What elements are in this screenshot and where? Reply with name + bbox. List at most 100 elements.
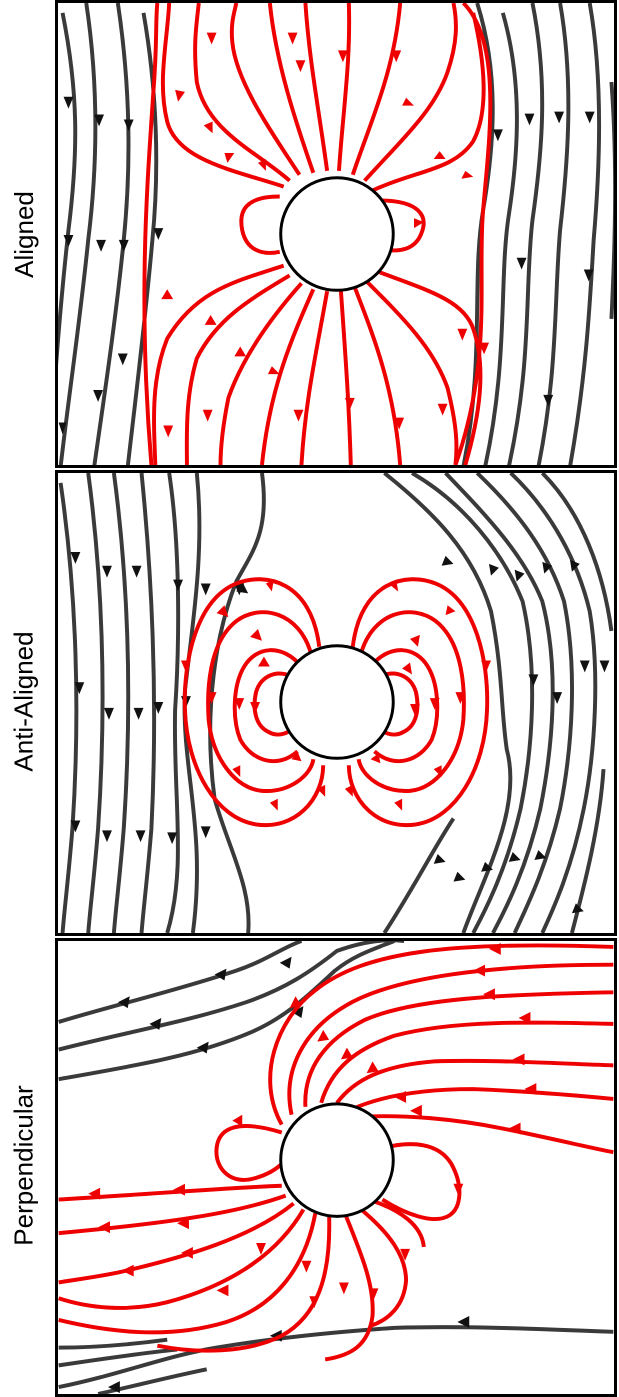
field-line-arrow-icon	[202, 409, 213, 422]
field-line-arrow-icon	[337, 50, 348, 63]
background-field-line	[444, 473, 555, 933]
field-line-arrow-icon	[528, 674, 539, 687]
magnetosphere-field-line	[287, 962, 614, 1116]
row-label-anti-aligned: Anti-Aligned	[0, 468, 48, 934]
magnetosphere-field-line	[252, 671, 295, 737]
field-line-arrow-icon	[258, 656, 270, 667]
planet-icon	[279, 1102, 395, 1218]
magnetosphere-field-line	[453, 3, 493, 465]
field-line-arrow-icon	[88, 1187, 101, 1200]
field-line-arrow-icon	[175, 89, 185, 102]
panel-title-anti-aligned: Anti-Aligned	[8, 630, 39, 772]
magnetosphere-field-line	[160, 3, 285, 189]
magnetosphere-field-line	[206, 610, 316, 793]
background-field-line	[58, 482, 79, 933]
field-lines-anti-aligned	[58, 473, 614, 933]
magnetosphere-field-line	[351, 1087, 614, 1111]
background-field-line	[165, 473, 181, 933]
background-field-line	[540, 473, 614, 632]
background-field-line	[97, 1367, 208, 1394]
background-field-line	[139, 473, 157, 933]
field-line-arrow-icon	[203, 121, 213, 134]
field-line-arrow-icon	[394, 798, 403, 811]
field-line-arrow-icon	[584, 111, 595, 124]
field-line-arrow-icon	[366, 1061, 379, 1074]
field-line-arrow-icon	[291, 1006, 304, 1018]
field-line-arrow-icon	[402, 97, 414, 106]
field-line-arrow-icon	[516, 257, 527, 270]
background-field-line	[411, 473, 535, 933]
field-line-arrow-icon	[135, 830, 146, 843]
field-line-arrow-icon	[177, 1217, 189, 1230]
background-field-line	[111, 473, 131, 933]
field-line-arrow-icon	[488, 942, 501, 955]
magnetosphere-field-line	[214, 1124, 286, 1182]
field-line-arrow-icon	[301, 1260, 312, 1273]
field-line-arrow-icon	[196, 1041, 209, 1054]
field-line-arrow-icon	[117, 353, 128, 366]
field-line-arrow-icon	[481, 861, 493, 872]
magnetosphere-field-line	[335, 1058, 614, 1105]
panel-title-perpendicular: Perpendicular	[8, 1085, 39, 1246]
field-line-arrow-icon	[200, 583, 211, 596]
field-line-arrow-icon	[121, 1264, 134, 1277]
magnetosphere-field-line	[142, 3, 160, 465]
field-line-arrow-icon	[256, 1243, 266, 1255]
field-line-arrow-icon	[340, 1047, 353, 1060]
field-line-arrow-icon	[309, 1296, 320, 1309]
field-line-arrow-icon	[250, 628, 262, 641]
background-field-line	[208, 473, 266, 933]
field-line-arrow-icon	[457, 1316, 470, 1328]
background-field-line	[536, 3, 571, 465]
field-line-arrow-icon	[542, 561, 553, 574]
field-line-arrow-icon	[108, 1381, 120, 1394]
field-line-arrow-icon	[479, 342, 490, 355]
field-line-arrow-icon	[206, 32, 217, 45]
background-field-line	[58, 1337, 168, 1350]
field-line-arrow-icon	[534, 850, 547, 860]
field-lines-perpendicular	[58, 941, 614, 1394]
field-line-arrow-icon	[508, 1122, 521, 1135]
field-line-arrow-icon	[461, 170, 474, 179]
field-line-arrow-icon	[94, 114, 105, 127]
magnetosphere-field-line	[156, 1215, 332, 1353]
field-line-arrow-icon	[391, 50, 402, 63]
field-line-arrow-icon	[98, 1221, 110, 1234]
magnetosphere-field-line	[259, 288, 316, 465]
field-line-arrow-icon	[102, 565, 112, 578]
field-line-arrow-icon	[518, 1012, 531, 1024]
field-line-arrow-icon	[96, 239, 106, 252]
background-field-line	[609, 81, 614, 319]
background-field-line	[58, 941, 303, 1024]
field-line-arrow-icon	[579, 660, 590, 673]
field-line-arrow-icon	[250, 702, 260, 714]
magnetosphere-field-line	[184, 273, 291, 465]
field-line-arrow-icon	[368, 1288, 379, 1301]
background-field-line	[58, 1325, 614, 1390]
magnetosphere-field-line	[152, 263, 285, 465]
magnetosphere-field-line	[346, 577, 490, 828]
field-line-arrow-icon	[524, 1083, 537, 1095]
field-line-arrow-icon	[433, 151, 446, 159]
field-line-arrow-icon	[552, 692, 563, 704]
magnetosphere-field-line	[367, 1197, 426, 1248]
field-line-arrow-icon	[344, 784, 353, 797]
field-line-arrow-icon	[149, 1017, 162, 1030]
field-line-arrow-icon	[204, 314, 217, 325]
field-line-arrow-icon	[344, 397, 355, 410]
field-line-arrow-icon	[267, 366, 280, 375]
field-line-arrow-icon	[571, 903, 584, 914]
magnetosphere-field-line	[58, 1201, 295, 1285]
field-line-arrow-icon	[181, 1246, 193, 1259]
field-line-arrow-icon	[508, 852, 521, 862]
field-line-arrow-icon	[455, 692, 466, 704]
field-line-arrow-icon	[200, 826, 211, 839]
magnetosphere-field-line	[229, 3, 302, 176]
background-field-line	[58, 941, 405, 1052]
field-line-arrow-icon	[153, 228, 164, 240]
magnetosphere-field-line	[338, 291, 353, 465]
field-line-arrow-icon	[410, 703, 420, 716]
field-line-arrow-icon	[153, 702, 164, 714]
field-line-arrow-icon	[433, 854, 446, 864]
field-line-arrow-icon	[437, 403, 448, 416]
